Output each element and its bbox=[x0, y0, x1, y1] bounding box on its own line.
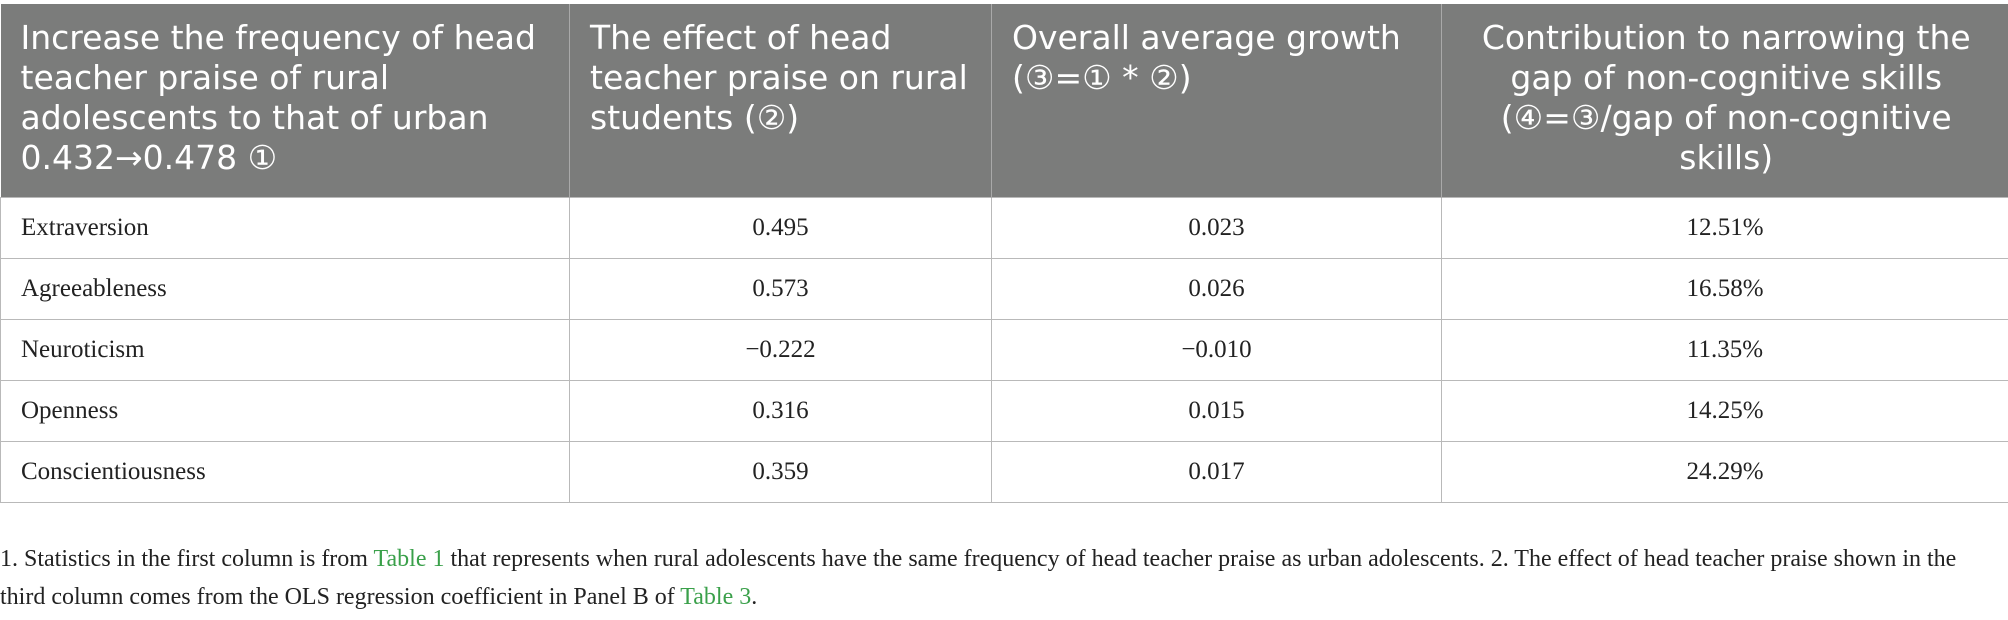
cell-growth: −0.010 bbox=[991, 319, 1442, 381]
cell-contribution: 12.51% bbox=[1441, 197, 2008, 259]
header-gap-contribution: Contribution to narrowing the gap of non… bbox=[1441, 4, 2008, 198]
cell-growth: 0.026 bbox=[991, 258, 1442, 320]
cell-effect: 0.495 bbox=[569, 197, 992, 259]
row-label: Conscientiousness bbox=[0, 441, 570, 503]
cell-growth: 0.023 bbox=[991, 197, 1442, 259]
row-label: Openness bbox=[0, 380, 570, 442]
header-frequency-increase: Increase the frequency of head teacher p… bbox=[0, 4, 570, 198]
cell-effect: 0.359 bbox=[569, 441, 992, 503]
table-1-link[interactable]: Table 1 bbox=[373, 546, 445, 572]
cell-contribution: 11.35% bbox=[1441, 319, 2008, 381]
row-label: Neuroticism bbox=[0, 319, 570, 381]
results-table-container: Increase the frequency of head teacher p… bbox=[0, 4, 2008, 503]
row-label: Extraversion bbox=[0, 197, 570, 259]
table-row: Neuroticism −0.222 −0.010 11.35% bbox=[0, 319, 2008, 381]
cell-growth: 0.017 bbox=[991, 441, 1442, 503]
table-body: Extraversion 0.495 0.023 12.51% Agreeabl… bbox=[0, 197, 2008, 503]
cell-contribution: 24.29% bbox=[1441, 441, 2008, 503]
table-row: Agreeableness 0.573 0.026 16.58% bbox=[0, 258, 2008, 320]
header-average-growth: Overall average growth (③=① * ②) bbox=[991, 4, 1442, 198]
table-row: Extraversion 0.495 0.023 12.51% bbox=[0, 197, 2008, 259]
results-table: Increase the frequency of head teacher p… bbox=[0, 4, 2008, 503]
footnote-text: . bbox=[751, 584, 758, 610]
table-row: Openness 0.316 0.015 14.25% bbox=[0, 380, 2008, 442]
table-row: Conscientiousness 0.359 0.017 24.29% bbox=[0, 441, 2008, 503]
header-praise-effect: The effect of head teacher praise on rur… bbox=[569, 4, 992, 198]
table-header: Increase the frequency of head teacher p… bbox=[0, 4, 2008, 198]
table-3-link[interactable]: Table 3 bbox=[680, 584, 752, 610]
cell-effect: 0.573 bbox=[569, 258, 992, 320]
cell-contribution: 14.25% bbox=[1441, 380, 2008, 442]
cell-growth: 0.015 bbox=[991, 380, 1442, 442]
row-label: Agreeableness bbox=[0, 258, 570, 320]
header-row: Increase the frequency of head teacher p… bbox=[0, 4, 2008, 198]
cell-contribution: 16.58% bbox=[1441, 258, 2008, 320]
cell-effect: 0.316 bbox=[569, 380, 992, 442]
footnote-text: that represents when rural adolescents h… bbox=[0, 546, 1957, 610]
cell-effect: −0.222 bbox=[569, 319, 992, 381]
footnote-text: 1. Statistics in the first column is fro… bbox=[0, 546, 374, 572]
table-footnote: 1. Statistics in the first column is fro… bbox=[0, 540, 2000, 616]
